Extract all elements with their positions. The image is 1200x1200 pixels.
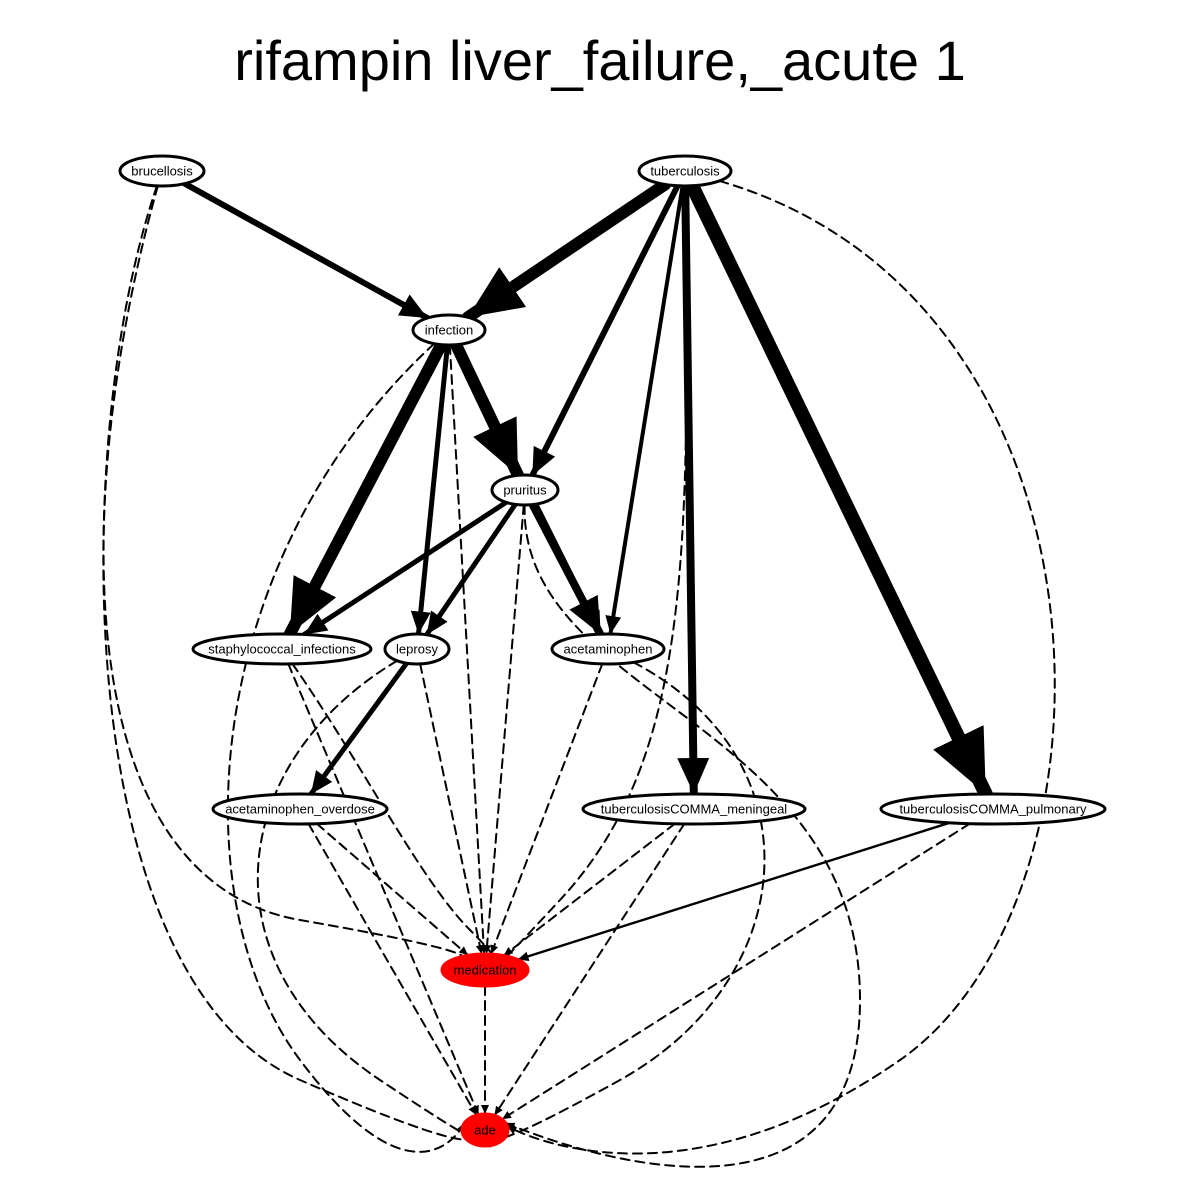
node-leprosy: leprosy xyxy=(383,632,451,666)
edge-tuberculosisCOMMA_meningeal-to-medication xyxy=(502,822,676,957)
node-label-leprosy: leprosy xyxy=(396,642,438,657)
node-label-tuberculosisCOMMA_meningeal: tuberculosisCOMMA_meningeal xyxy=(601,802,788,817)
node-shape-ade xyxy=(460,1112,510,1148)
node-infection: infection xyxy=(411,313,487,347)
node-label-tuberculosisCOMMA_pulmonary: tuberculosisCOMMA_pulmonary xyxy=(899,802,1087,817)
edge-tuberculosisCOMMA_pulmonary-to-medication xyxy=(516,821,951,961)
node-ade: ade xyxy=(460,1112,510,1148)
edge-tuberculosisCOMMA_meningeal-to-ade xyxy=(493,822,686,1117)
node-label-medication: medication xyxy=(454,963,517,978)
node-shape-medication xyxy=(440,952,530,988)
node-label-tuberculosis: tuberculosis xyxy=(650,164,720,179)
node-label-infection: infection xyxy=(425,323,473,338)
node-shape-leprosy xyxy=(383,632,451,666)
edge-leprosy-to-ade xyxy=(256,659,492,1148)
edge-acetaminophen-to-ade xyxy=(492,661,766,1140)
edge-infection-to-staphylococcal_infections xyxy=(283,338,448,641)
edge-tuberculosis-to-medication xyxy=(480,185,688,982)
node-medication: medication xyxy=(440,952,530,988)
node-shape-pruritus xyxy=(490,473,560,507)
node-shape-acetaminophen xyxy=(550,632,666,666)
edge-staphylococcal_infections-to-ade xyxy=(287,662,480,1116)
node-label-pruritus: pruritus xyxy=(503,483,547,498)
edge-acetaminophen_overdose-to-ade xyxy=(307,822,478,1117)
node-shape-brucellosis xyxy=(118,154,206,188)
edge-infection-to-medication xyxy=(448,343,488,956)
edge-tuberculosis-to-ade xyxy=(506,179,1056,1155)
edge-pruritus-to-acetaminophen xyxy=(528,500,605,639)
node-shape-tuberculosisCOMMA_pulmonary xyxy=(879,792,1107,826)
edge-infection-to-ade xyxy=(226,342,466,1153)
node-acetaminophen_overdose: acetaminophen_overdose xyxy=(211,792,389,826)
node-tuberculosisCOMMA_meningeal: tuberculosisCOMMA_meningeal xyxy=(581,792,807,826)
node-label-acetaminophen_overdose: acetaminophen_overdose xyxy=(225,802,375,817)
node-acetaminophen: acetaminophen xyxy=(550,632,666,666)
edge-brucellosis-to-medication xyxy=(102,184,465,965)
diagram-title: rifampin liver_failure,_acute 1 xyxy=(234,29,966,92)
node-shape-staphylococcal_infections xyxy=(191,632,373,666)
node-tuberculosisCOMMA_pulmonary: tuberculosisCOMMA_pulmonary xyxy=(879,792,1107,826)
edges-layer xyxy=(102,178,1056,1168)
node-tuberculosis: tuberculosis xyxy=(637,154,733,188)
edge-pruritus-to-ade xyxy=(504,503,862,1168)
edge-pruritus-to-leprosy xyxy=(424,501,518,638)
edge-pruritus-to-medication xyxy=(483,503,525,956)
edge-leprosy-to-acetaminophen_overdose xyxy=(308,660,410,797)
node-shape-acetaminophen_overdose xyxy=(211,792,389,826)
edge-tuberculosisCOMMA_pulmonary-to-ade xyxy=(501,822,971,1121)
node-pruritus: pruritus xyxy=(490,473,560,507)
edge-pruritus-to-staphylococcal_infections xyxy=(301,499,509,637)
edge-acetaminophen_overdose-to-medication xyxy=(315,822,470,957)
node-brucellosis: brucellosis xyxy=(118,154,206,188)
edge-tuberculosis-to-tuberculosisCOMMA_meningeal xyxy=(677,182,710,798)
node-shape-infection xyxy=(411,313,487,347)
node-staphylococcal_infections: staphylococcal_infections xyxy=(191,632,373,666)
node-label-brucellosis: brucellosis xyxy=(131,164,193,179)
edge-leprosy-to-medication xyxy=(419,662,484,956)
edge-brucellosis-to-infection xyxy=(181,180,431,322)
node-label-acetaminophen: acetaminophen xyxy=(564,642,653,657)
node-shape-tuberculosisCOMMA_meningeal xyxy=(581,792,807,826)
edge-tuberculosis-to-acetaminophen xyxy=(605,183,685,637)
edge-tuberculosis-to-pruritus xyxy=(529,182,681,479)
nodes-layer: brucellosis tuberculosis infection pruritus… xyxy=(118,154,1107,1148)
node-label-staphylococcal_infections: staphylococcal_infections xyxy=(208,642,356,657)
edge-tuberculosis-to-tuberculosisCOMMA_pulmonary xyxy=(685,178,993,802)
edge-acetaminophen-to-medication xyxy=(490,662,604,956)
node-label-ade: ade xyxy=(474,1123,496,1138)
node-shape-tuberculosis xyxy=(637,154,733,188)
edge-tuberculosis-to-infection xyxy=(461,178,671,324)
edge-infection-to-leprosy xyxy=(410,342,450,637)
